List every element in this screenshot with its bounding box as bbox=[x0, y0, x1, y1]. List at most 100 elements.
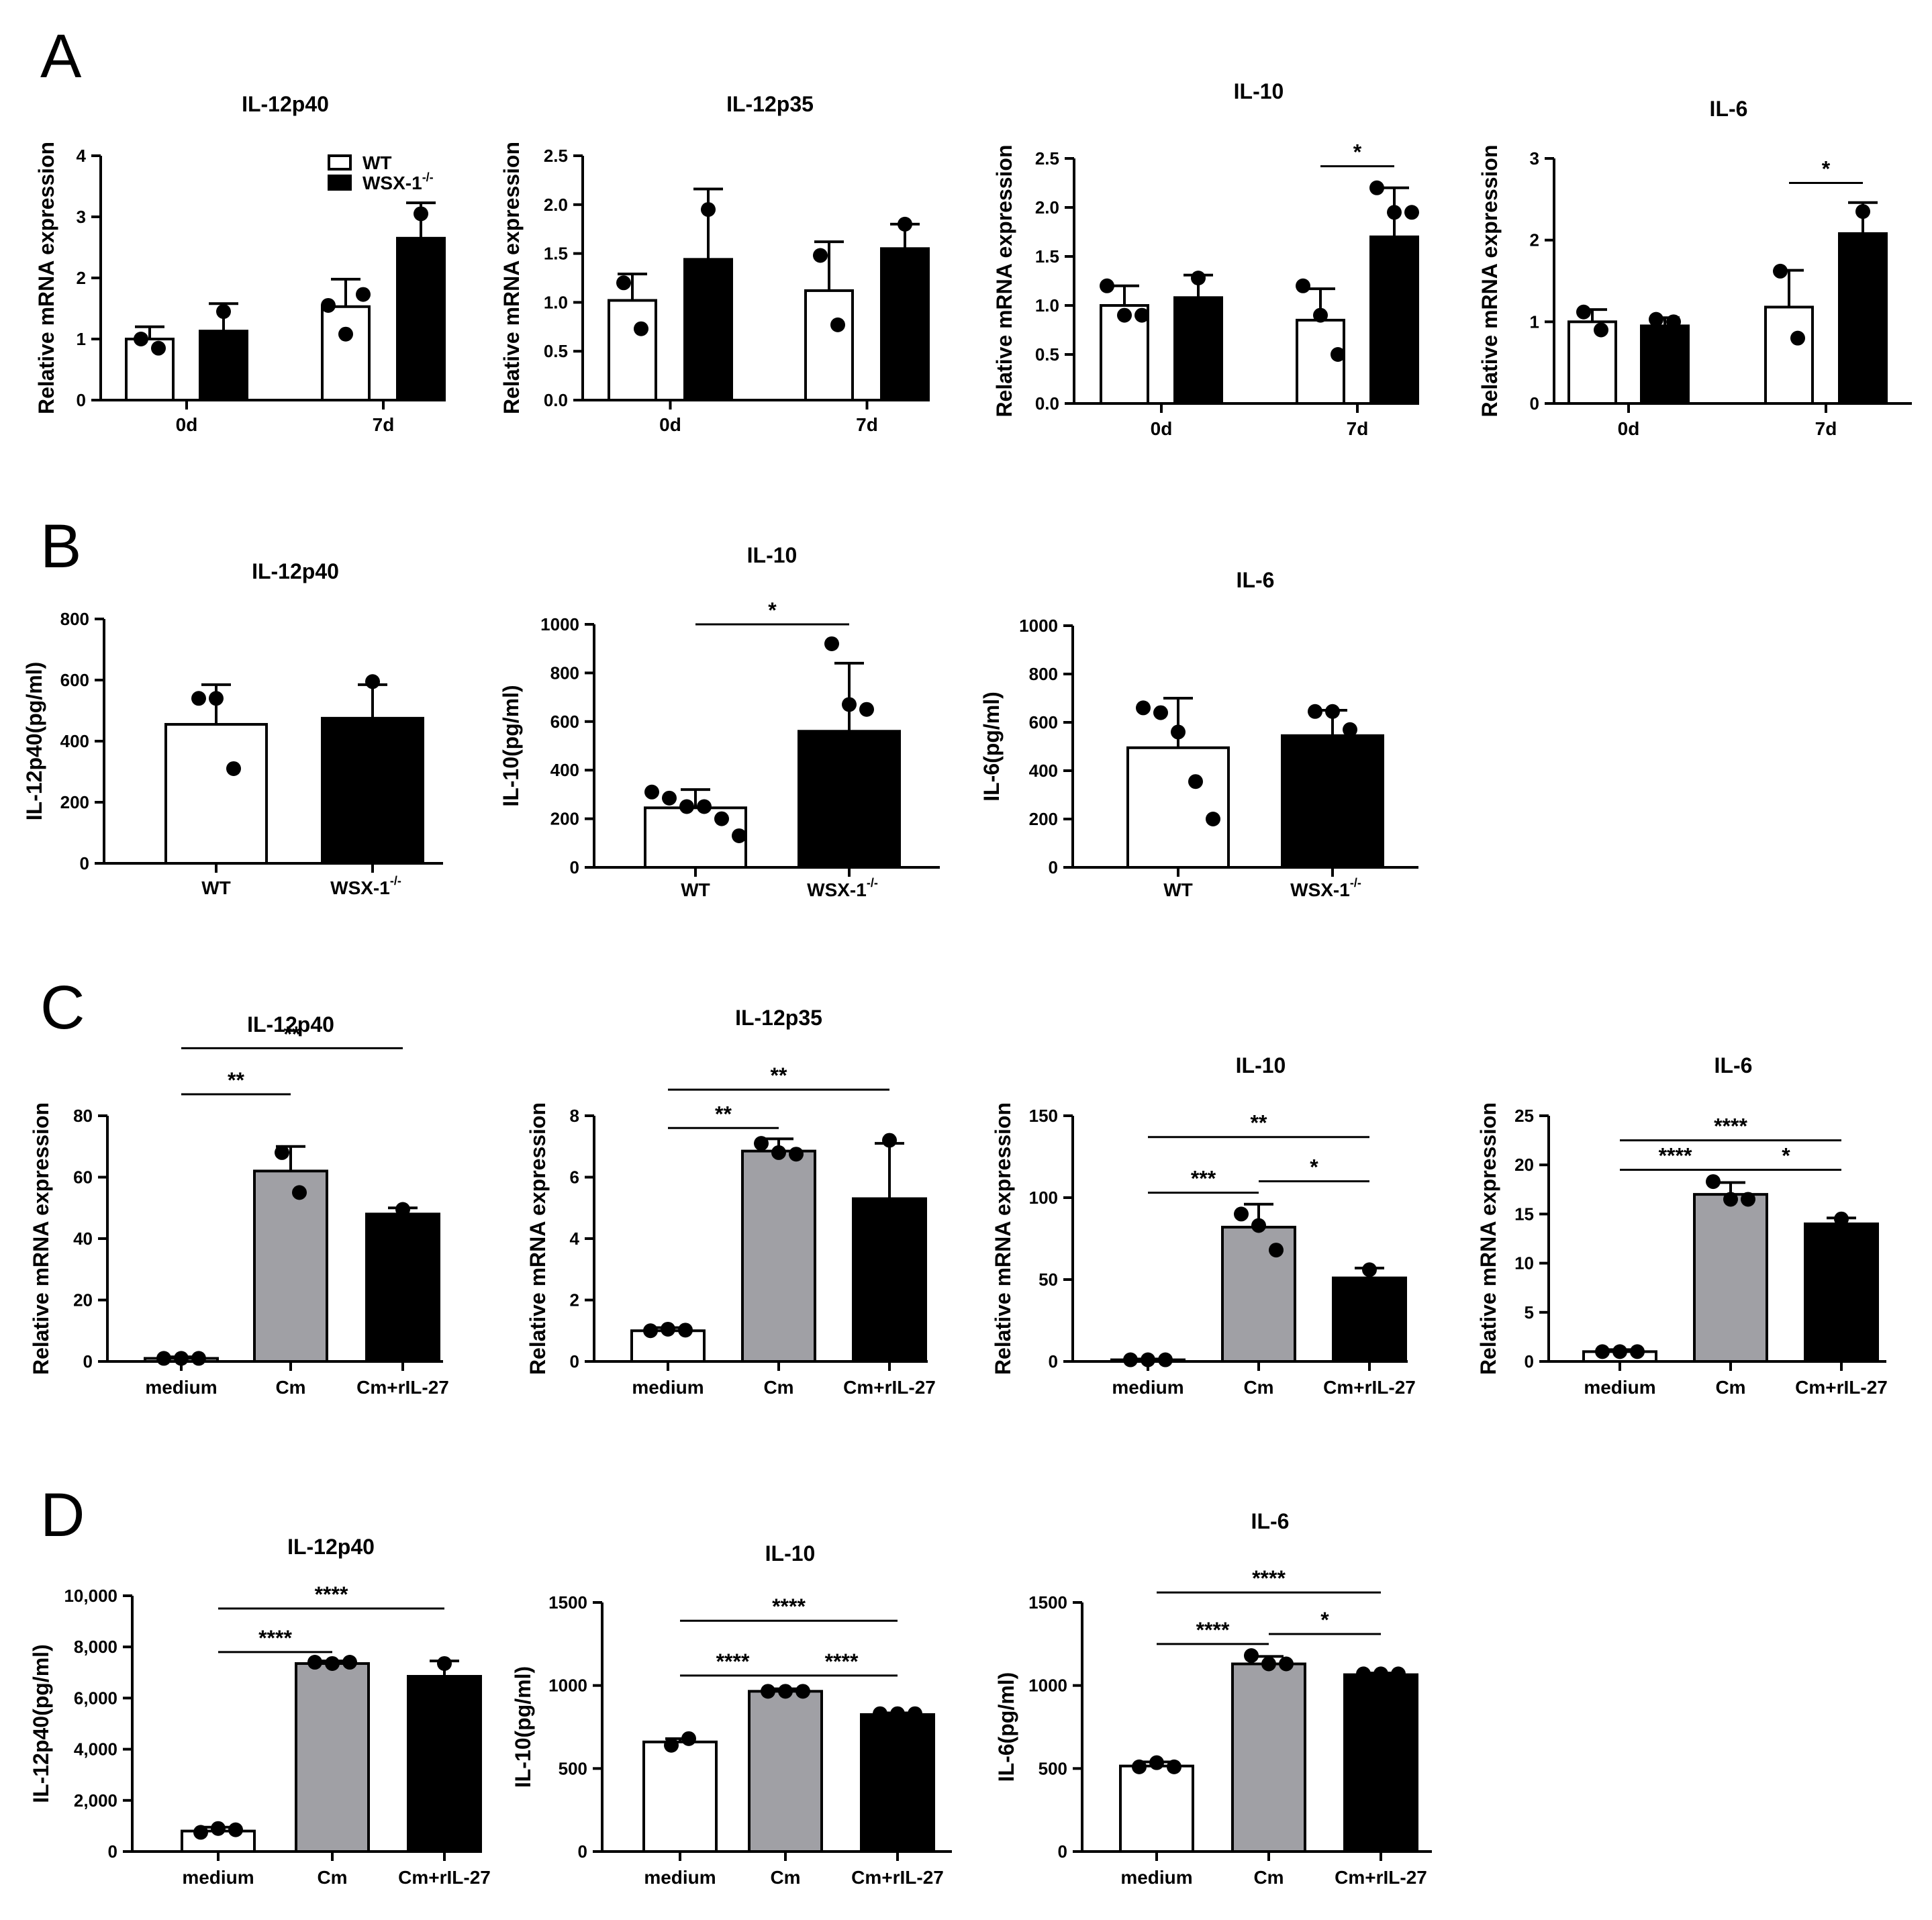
bar-7d-0 bbox=[1296, 318, 1345, 405]
x-tick-label: Cm bbox=[275, 1377, 305, 1398]
chart-b2: IL-10 IL-10(pg/ml) 0 200 400 600 800 1000 WT WSX-… bbox=[499, 543, 940, 900]
chart-title: IL-6 bbox=[1714, 1053, 1753, 1077]
y-tick-label: 100 bbox=[1029, 1188, 1058, 1208]
significance-label: **** bbox=[258, 1626, 292, 1650]
x-tick-label: medium bbox=[1120, 1867, 1192, 1888]
chart-c4: IL-6 Relative mRNA expression 0 5 10 15 20 25 me… bbox=[1476, 1053, 1888, 1398]
y-tick-label: 0 bbox=[570, 857, 579, 877]
x-tick-label: Cm bbox=[317, 1867, 347, 1888]
data-point bbox=[1595, 1344, 1610, 1359]
y-tick-label: 4 bbox=[570, 1229, 580, 1249]
data-point bbox=[678, 1323, 693, 1338]
bar-medium-0 bbox=[642, 1740, 718, 1854]
significance-label: ** bbox=[1251, 1111, 1267, 1135]
data-point bbox=[664, 1737, 679, 1753]
bar-0d-1 bbox=[199, 330, 248, 402]
data-point bbox=[1773, 263, 1788, 279]
data-point bbox=[156, 1351, 171, 1366]
significance-label: ** bbox=[284, 1022, 301, 1046]
chart-a4: IL-6 Relative mRNA expression 0 1 2 3 0d 7d * bbox=[1478, 97, 1912, 439]
data-point bbox=[830, 317, 845, 332]
bar-cm-ril-27-0 bbox=[1332, 1276, 1407, 1363]
y-tick-label: 50 bbox=[1039, 1269, 1058, 1290]
data-point bbox=[1296, 278, 1310, 293]
y-tick-label: 0 bbox=[108, 1841, 117, 1862]
data-point bbox=[1141, 1352, 1155, 1367]
y-tick-label: 25 bbox=[1514, 1106, 1534, 1126]
x-tick-label: Cm+rIL-27 bbox=[398, 1867, 491, 1888]
data-point bbox=[1234, 1206, 1249, 1222]
data-point bbox=[890, 1706, 905, 1721]
legend-swatch-ko bbox=[328, 175, 352, 191]
y-axis-label: IL-12p40(pg/ml) bbox=[29, 1644, 53, 1803]
x-tick-label: medium bbox=[145, 1377, 217, 1398]
data-point bbox=[1790, 330, 1805, 346]
data-point bbox=[1261, 1656, 1276, 1672]
chart-title: IL-12p35 bbox=[726, 92, 814, 116]
data-point bbox=[1158, 1352, 1173, 1367]
panel-label-a: A bbox=[40, 22, 82, 91]
y-tick-label: 800 bbox=[1029, 664, 1058, 684]
bar-wsx-1-0 bbox=[1281, 734, 1384, 869]
chart-d3: IL-6 IL-6(pg/ml) 0 500 1000 1500 medium Cm Cm+rI… bbox=[994, 1509, 1432, 1888]
data-point bbox=[908, 1706, 922, 1721]
data-point bbox=[1269, 1243, 1284, 1258]
data-point bbox=[1356, 1666, 1371, 1682]
data-point bbox=[778, 1684, 793, 1699]
data-point bbox=[1666, 314, 1681, 330]
bar-cm-ril-27-0 bbox=[1343, 1673, 1418, 1854]
bar-wt-0 bbox=[644, 806, 747, 869]
data-point bbox=[634, 321, 648, 336]
y-tick-label: 200 bbox=[550, 809, 579, 829]
data-point bbox=[1325, 704, 1340, 719]
bar-cm-0 bbox=[1231, 1662, 1306, 1854]
data-point bbox=[1594, 322, 1608, 338]
significance-label: ** bbox=[715, 1102, 732, 1126]
bar-wt-0 bbox=[1126, 746, 1230, 869]
y-tick-label: 8 bbox=[570, 1106, 579, 1126]
data-point bbox=[1630, 1344, 1645, 1359]
x-tick-label: 0d bbox=[176, 414, 198, 435]
y-tick-label: 0 bbox=[1049, 857, 1058, 877]
y-tick-label: 2.0 bbox=[544, 195, 568, 215]
y-tick-label: 20 bbox=[1514, 1155, 1534, 1175]
chart-c3: IL-10 Relative mRNA expression 0 50 100 150 me… bbox=[991, 1053, 1416, 1398]
y-tick-label: 0 bbox=[83, 1351, 93, 1372]
data-point bbox=[395, 1202, 410, 1217]
y-axis-label: Relative mRNA expression bbox=[1478, 144, 1502, 417]
data-point bbox=[1741, 1192, 1755, 1207]
y-tick-label: 2.5 bbox=[544, 146, 568, 166]
chart-title: IL-12p40 bbox=[242, 92, 329, 116]
y-tick-label: 400 bbox=[1029, 761, 1058, 781]
data-point bbox=[1391, 1666, 1406, 1682]
x-tick-label: Cm+rIL-27 bbox=[843, 1377, 936, 1398]
y-tick-label: 20 bbox=[73, 1290, 93, 1310]
y-tick-label: 200 bbox=[1029, 809, 1058, 829]
x-tick-label: WT bbox=[1163, 879, 1193, 900]
y-axis-label: Relative mRNA expression bbox=[34, 142, 58, 414]
data-point bbox=[1343, 722, 1357, 737]
data-point bbox=[193, 1825, 208, 1840]
y-tick-label: 600 bbox=[60, 670, 89, 690]
y-tick-label: 400 bbox=[60, 731, 89, 751]
significance-label: * bbox=[1310, 1155, 1318, 1180]
data-point bbox=[681, 1731, 696, 1746]
data-point bbox=[616, 275, 631, 291]
y-tick-label: 200 bbox=[60, 792, 89, 812]
y-tick-label: 800 bbox=[60, 609, 89, 629]
bar-wt-0 bbox=[164, 722, 268, 865]
data-point bbox=[211, 1821, 226, 1836]
data-point bbox=[228, 1822, 243, 1837]
x-tick-label: medium bbox=[1584, 1377, 1655, 1398]
x-tick-label: 7d bbox=[373, 414, 395, 435]
bar-0d-0 bbox=[125, 338, 175, 401]
y-tick-label: 1 bbox=[77, 329, 86, 349]
y-tick-label: 2 bbox=[1530, 230, 1539, 250]
chart-a2: IL-12p35 Relative mRNA expression 0.0 0.5 1.… bbox=[499, 92, 930, 435]
data-point bbox=[842, 697, 857, 712]
data-point bbox=[1373, 1666, 1388, 1682]
x-tick-label-superscript: -/- bbox=[867, 876, 878, 890]
y-tick-label: 60 bbox=[73, 1167, 93, 1188]
y-tick-label: 0.0 bbox=[1035, 393, 1059, 414]
